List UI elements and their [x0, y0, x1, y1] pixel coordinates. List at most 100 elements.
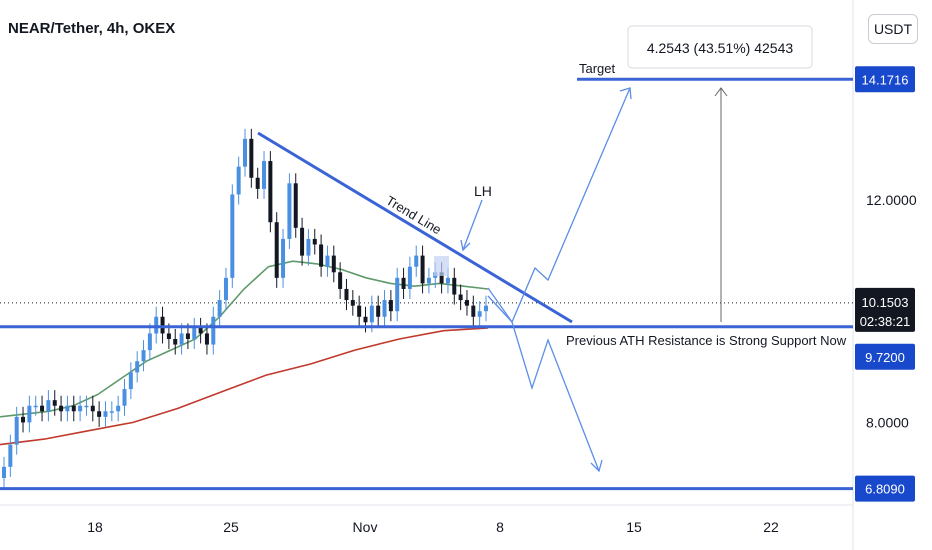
candle-body [464, 300, 469, 306]
candle-body [147, 333, 152, 351]
candle [141, 340, 146, 372]
candle-body [350, 300, 355, 306]
candle-body [103, 411, 108, 417]
candle-body [236, 166, 241, 195]
candle [71, 395, 76, 422]
measure-arrowhead [714, 87, 728, 97]
y-tick-label: 12.0000 [866, 192, 917, 208]
candle-body [331, 255, 336, 273]
candle [52, 390, 57, 416]
x-tick-label: 8 [496, 519, 504, 535]
candle [40, 395, 45, 422]
candle-body [198, 327, 203, 334]
candle-body [128, 372, 133, 390]
candle [262, 151, 267, 199]
candle [293, 173, 298, 238]
candle-body [173, 339, 178, 345]
candle-body [458, 294, 463, 301]
candle-body [109, 411, 114, 413]
candle [217, 290, 222, 327]
candle-body [420, 255, 425, 284]
candle-body [376, 305, 381, 317]
candle [204, 323, 209, 355]
candle-body [8, 444, 13, 467]
target-price-label-box [855, 66, 915, 93]
candle-body [249, 138, 254, 178]
candlestick-series [2, 128, 488, 489]
candle-body [484, 305, 488, 312]
candle-body [21, 416, 26, 423]
candle [154, 306, 159, 344]
candle-body [477, 311, 482, 317]
candle [382, 290, 387, 327]
candle-body [243, 138, 247, 167]
bullish-projection-path [487, 87, 631, 324]
candle [484, 295, 488, 322]
candle-body [40, 405, 45, 412]
candle-body [78, 405, 83, 412]
x-tick-label: 25 [223, 519, 239, 535]
candle-body [439, 272, 444, 284]
candle-body [293, 183, 298, 228]
candle [65, 395, 70, 422]
candle-body [122, 389, 127, 406]
candle [236, 156, 241, 205]
candle [350, 290, 355, 316]
lh-arrowhead [460, 239, 471, 252]
moving-averages [0, 260, 489, 446]
candle-body [2, 466, 6, 478]
candle-body [338, 272, 343, 289]
candle-body [27, 405, 32, 423]
candle [306, 228, 311, 266]
candle [116, 395, 121, 422]
candle [192, 317, 197, 350]
candle [135, 351, 140, 383]
candle [274, 212, 279, 288]
candle [128, 362, 133, 400]
lower-support-price-label-box [855, 475, 915, 502]
target-label: Target [579, 61, 616, 76]
candle-body [274, 222, 279, 278]
candle-body [90, 405, 95, 412]
candle [312, 228, 317, 255]
current-price-text: 10.1503 [862, 295, 909, 310]
candle [179, 323, 184, 355]
current-price-box [855, 287, 915, 332]
candle [471, 295, 476, 327]
candle-body [287, 183, 292, 239]
candle-body [71, 405, 76, 412]
candle-body [445, 277, 450, 284]
candle [59, 395, 64, 422]
candle [331, 245, 336, 283]
candle [211, 306, 216, 355]
candle [109, 401, 114, 422]
candle [357, 295, 362, 327]
symbol-title: NEAR/Tether, 4h, OKEX [8, 20, 176, 37]
lh-highlight-box [434, 256, 449, 276]
candle-body [306, 238, 311, 256]
candle-body [312, 238, 317, 245]
candle-body [166, 333, 171, 339]
candle-body [192, 327, 197, 339]
x-tick-label: 18 [87, 519, 103, 535]
candle-body [52, 400, 57, 406]
candle-body [217, 300, 222, 317]
x-tick-label: Nov [353, 519, 378, 535]
x-tick-label: 22 [763, 519, 779, 535]
drawings-layer [0, 77, 853, 491]
candle-body [319, 244, 324, 267]
candle-body [281, 238, 286, 278]
candle-body [14, 416, 19, 445]
candle-body [268, 161, 273, 223]
candle [338, 262, 343, 299]
candle-body [357, 305, 362, 317]
candle-body [414, 255, 419, 267]
candle-body [204, 333, 209, 345]
candle-body [97, 411, 102, 417]
candle-body [154, 316, 159, 334]
currency-button[interactable]: USDT [868, 14, 918, 44]
candle [14, 406, 19, 455]
candle [401, 267, 406, 299]
candle [8, 434, 13, 477]
